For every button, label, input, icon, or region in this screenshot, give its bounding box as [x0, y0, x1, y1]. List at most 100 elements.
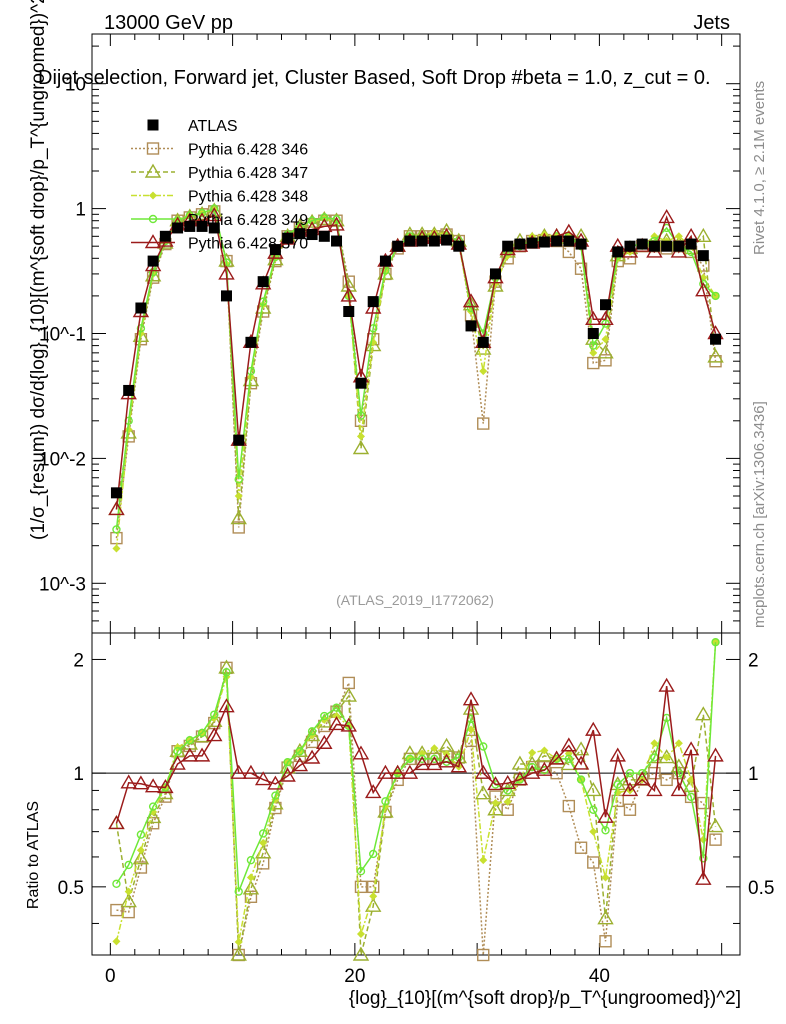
point-atlas — [428, 235, 440, 247]
ratio-point-pythia-6-428-349 — [210, 710, 219, 719]
point-atlas — [110, 487, 122, 499]
legend-marker-atlas — [147, 119, 159, 131]
ratio-point-pythia-6-428-348 — [369, 892, 378, 901]
point-pythia-6-428-347 — [707, 348, 724, 363]
point-pythia-6-428-348 — [674, 232, 683, 241]
point-atlas — [367, 296, 379, 308]
ratio-point-pythia-6-428-348 — [332, 711, 341, 720]
point-pythia-6-428-349 — [332, 215, 341, 224]
ratio-point-pythia-6-428-370 — [695, 870, 712, 885]
ratio-y-tick-label: 0.5 — [58, 878, 84, 899]
ratio-point-pythia-6-428-349 — [283, 758, 292, 767]
ratio-point-pythia-6-428-349 — [234, 887, 243, 896]
ratio-point-pythia-6-428-347 — [462, 700, 480, 715]
series-line-pythia-6-428-349 — [115, 207, 717, 530]
main-y-tick-label: 10^-1 — [39, 325, 86, 346]
ratio-point-pythia-6-428-349 — [369, 849, 378, 859]
x-ticks: 0 20 40 — [105, 34, 723, 987]
ratio-point-pythia-6-428-347 — [144, 809, 162, 824]
plot-title: Dijet selection, Forward jet, Cluster Ba… — [38, 67, 711, 89]
point-pythia-6-428-347 — [487, 277, 504, 292]
ratio-point-pythia-6-428-346 — [501, 803, 514, 816]
ratio-point-pythia-6-428-349 — [711, 637, 720, 647]
ratio-point-pythia-6-428-346 — [146, 817, 160, 830]
legend-label-pythia-6-428-349: Pythia 6.428 349 — [188, 212, 308, 229]
point-atlas — [159, 230, 171, 242]
energy-label: 13000 GeV pp — [104, 12, 233, 34]
ratio-point-pythia-6-428-370 — [206, 727, 223, 742]
ratio-point-pythia-6-428-346 — [697, 796, 710, 810]
ratio-point-pythia-6-428-349 — [332, 703, 341, 712]
ratio-point-pythia-6-428-348 — [246, 873, 255, 882]
ratio-point-pythia-6-428-370 — [279, 767, 296, 782]
ratio-point-pythia-6-428-370 — [560, 737, 578, 752]
ratio-point-pythia-6-428-347 — [352, 946, 370, 961]
point-pythia-6-428-349 — [699, 279, 708, 288]
point-pythia-6-428-348 — [601, 335, 610, 344]
x-axis-label: {log}_{10}[(m^{soft drop}/p_T^{ungroomed… — [349, 988, 741, 1009]
series-line-pythia-6-428-370 — [115, 214, 717, 510]
point-atlas — [697, 250, 709, 262]
point-atlas — [612, 246, 624, 258]
ratio-point-pythia-6-428-347 — [597, 910, 614, 925]
legend-marker-pythia-6-428-349 — [148, 214, 158, 224]
point-atlas — [233, 434, 245, 446]
ratio-point-pythia-6-428-370 — [316, 734, 333, 749]
ratio-point-pythia-6-428-347 — [707, 818, 724, 833]
ratio-point-pythia-6-428-370 — [536, 761, 553, 776]
ratio-point-pythia-6-428-349 — [674, 768, 684, 778]
ratio-point-pythia-6-428-349 — [589, 805, 598, 814]
ratio-point-pythia-6-428-370 — [572, 755, 590, 770]
point-atlas — [196, 220, 208, 232]
ratio-point-pythia-6-428-347 — [511, 755, 529, 770]
point-atlas — [514, 238, 526, 250]
point-atlas — [184, 220, 196, 232]
legend-marker-pythia-6-428-370 — [144, 234, 162, 249]
point-pythia-6-428-370 — [462, 293, 480, 308]
ratio-point-pythia-6-428-349 — [295, 747, 305, 756]
ratio-point-pythia-6-428-348 — [540, 746, 549, 755]
point-pythia-6-428-346 — [587, 356, 600, 370]
ratio-point-pythia-6-428-349 — [686, 792, 696, 802]
series-line-pythia-6-428-348 — [115, 208, 717, 549]
ratio-point-pythia-6-428-370 — [352, 745, 370, 760]
ratio-line-pythia-6-428-347 — [115, 667, 717, 956]
main-series-layer — [108, 202, 724, 553]
ratio-point-pythia-6-428-370 — [242, 764, 260, 779]
ratio-point-pythia-6-428-370 — [364, 784, 382, 799]
ratio-point-pythia-6-428-349 — [405, 754, 415, 764]
ratio-point-pythia-6-428-370 — [254, 771, 272, 786]
ratio-point-pythia-6-428-370 — [511, 771, 529, 786]
ratio-point-pythia-6-428-349 — [124, 860, 133, 870]
ratio-point-pythia-6-428-348 — [124, 887, 133, 896]
point-pythia-6-428-349 — [307, 216, 317, 225]
legend-label-atlas: ATLAS — [188, 118, 238, 135]
point-atlas — [318, 230, 330, 242]
point-pythia-6-428-349 — [466, 303, 476, 313]
ratio-point-pythia-6-428-349 — [479, 742, 488, 751]
legend-label-pythia-6-428-346: Pythia 6.428 346 — [188, 142, 308, 159]
ratio-point-pythia-6-428-370 — [548, 750, 565, 765]
point-pythia-6-428-349 — [185, 211, 195, 220]
ratio-point-pythia-6-428-346 — [538, 760, 551, 774]
ratio-point-pythia-6-428-347 — [536, 747, 553, 762]
ratio-point-pythia-6-428-370 — [585, 721, 602, 736]
point-pythia-6-428-349 — [148, 267, 158, 277]
point-pythia-6-428-346 — [477, 417, 490, 430]
ratio-point-pythia-6-428-346 — [477, 948, 490, 962]
point-pythia-6-428-370 — [340, 287, 357, 302]
ratio-point-pythia-6-428-348 — [662, 753, 671, 762]
point-atlas — [135, 302, 147, 314]
ratio-point-pythia-6-428-370 — [682, 741, 700, 756]
ratio-point-pythia-6-428-347 — [230, 946, 247, 961]
x-tick-label: 0 — [105, 966, 116, 987]
point-atlas — [661, 240, 673, 252]
ratio-point-pythia-6-428-370 — [646, 782, 663, 797]
legend-label-pythia-6-428-347: Pythia 6.428 347 — [188, 165, 308, 182]
point-pythia-6-428-348 — [234, 491, 243, 500]
ratio-y-tick-label: 1 — [73, 764, 84, 785]
point-atlas — [502, 240, 514, 252]
ratio-point-pythia-6-428-347 — [523, 755, 541, 770]
ratio-point-pythia-6-428-347 — [377, 803, 394, 818]
ratio-series-layer — [108, 637, 724, 962]
